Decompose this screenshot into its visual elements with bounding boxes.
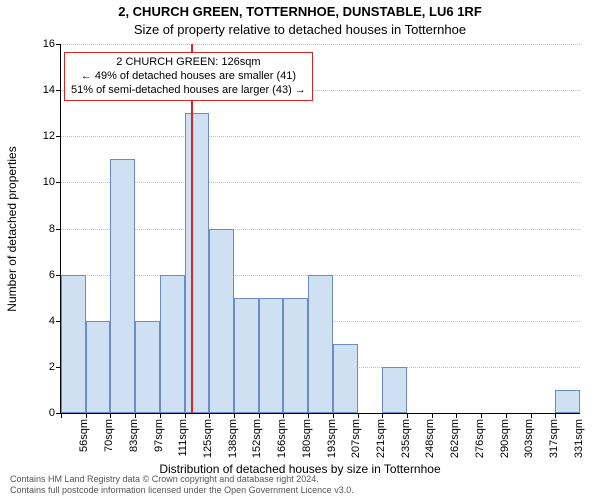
y-tick-label: 6 bbox=[49, 269, 55, 281]
x-tick-mark bbox=[481, 413, 482, 418]
gridline bbox=[61, 136, 580, 137]
annotation-line: 51% of semi-detached houses are larger (… bbox=[71, 84, 306, 98]
x-tick-label: 235sqm bbox=[400, 419, 412, 458]
x-tick-label: 207sqm bbox=[350, 419, 362, 458]
gridline bbox=[61, 229, 580, 230]
y-tick-label: 0 bbox=[49, 407, 55, 419]
x-tick-label: 83sqm bbox=[128, 419, 140, 452]
histogram-bar bbox=[308, 275, 333, 413]
y-axis-label: Number of detached properties bbox=[5, 146, 19, 311]
x-tick-mark bbox=[160, 413, 161, 418]
y-tick-mark bbox=[56, 136, 61, 137]
gridline bbox=[61, 44, 580, 45]
y-tick-label: 4 bbox=[49, 315, 55, 327]
histogram-bar bbox=[135, 321, 160, 413]
histogram-bar bbox=[160, 275, 185, 413]
histogram-bar bbox=[382, 367, 407, 413]
y-tick-mark bbox=[56, 182, 61, 183]
histogram-bar bbox=[259, 298, 284, 413]
chart-subtitle: Size of property relative to detached ho… bbox=[0, 22, 600, 37]
x-tick-label: 221sqm bbox=[375, 419, 387, 458]
y-tick-mark bbox=[56, 44, 61, 45]
x-tick-label: 138sqm bbox=[227, 419, 239, 458]
x-tick-mark bbox=[382, 413, 383, 418]
x-tick-label: 276sqm bbox=[474, 419, 486, 458]
annotation-line: ← 49% of detached houses are smaller (41… bbox=[71, 70, 306, 84]
histogram-plot-area: 024681012141656sqm70sqm83sqm97sqm111sqm1… bbox=[60, 44, 580, 414]
x-tick-mark bbox=[135, 413, 136, 418]
x-tick-mark bbox=[61, 413, 62, 418]
footer-line-2: Contains full postcode information licen… bbox=[10, 485, 354, 496]
histogram-bar bbox=[283, 298, 308, 413]
x-tick-label: 111sqm bbox=[177, 419, 189, 457]
x-tick-label: 56sqm bbox=[78, 419, 90, 452]
attribution-footer: Contains HM Land Registry data © Crown c… bbox=[10, 474, 354, 496]
x-tick-mark bbox=[407, 413, 408, 418]
y-tick-label: 16 bbox=[43, 38, 55, 50]
y-tick-label: 2 bbox=[49, 361, 55, 373]
x-tick-mark bbox=[333, 413, 334, 418]
x-tick-label: 331sqm bbox=[573, 419, 585, 458]
x-tick-label: 166sqm bbox=[276, 419, 288, 458]
y-tick-label: 12 bbox=[43, 130, 55, 142]
x-tick-label: 97sqm bbox=[153, 419, 165, 452]
y-tick-mark bbox=[56, 229, 61, 230]
x-tick-mark bbox=[185, 413, 186, 418]
histogram-bar bbox=[185, 113, 210, 413]
x-tick-label: 248sqm bbox=[424, 419, 436, 458]
histogram-bar bbox=[61, 275, 86, 413]
x-tick-mark bbox=[308, 413, 309, 418]
histogram-bar bbox=[110, 159, 135, 413]
y-tick-label: 8 bbox=[49, 223, 55, 235]
footer-line-1: Contains HM Land Registry data © Crown c… bbox=[10, 474, 354, 485]
x-tick-label: 152sqm bbox=[251, 419, 263, 458]
x-tick-mark bbox=[531, 413, 532, 418]
x-tick-label: 70sqm bbox=[103, 419, 115, 452]
annotation-box: 2 CHURCH GREEN: 126sqm← 49% of detached … bbox=[64, 52, 313, 101]
x-tick-label: 180sqm bbox=[301, 419, 313, 458]
x-tick-label: 303sqm bbox=[523, 419, 535, 458]
x-tick-mark bbox=[358, 413, 359, 418]
x-tick-label: 262sqm bbox=[449, 419, 461, 458]
x-tick-mark bbox=[259, 413, 260, 418]
x-tick-mark bbox=[456, 413, 457, 418]
histogram-bar bbox=[234, 298, 259, 413]
histogram-bar bbox=[333, 344, 358, 413]
y-tick-mark bbox=[56, 90, 61, 91]
x-tick-mark bbox=[432, 413, 433, 418]
x-tick-mark bbox=[506, 413, 507, 418]
x-tick-mark bbox=[86, 413, 87, 418]
chart-title-address: 2, CHURCH GREEN, TOTTERNHOE, DUNSTABLE, … bbox=[0, 4, 600, 19]
x-tick-mark bbox=[110, 413, 111, 418]
x-tick-mark bbox=[555, 413, 556, 418]
x-tick-label: 317sqm bbox=[548, 419, 560, 458]
gridline bbox=[61, 182, 580, 183]
histogram-bar bbox=[86, 321, 111, 413]
annotation-line: 2 CHURCH GREEN: 126sqm bbox=[71, 56, 306, 70]
x-tick-label: 290sqm bbox=[499, 419, 511, 458]
x-tick-mark bbox=[209, 413, 210, 418]
x-tick-mark bbox=[234, 413, 235, 418]
y-tick-label: 14 bbox=[43, 84, 55, 96]
histogram-bar bbox=[555, 390, 580, 413]
x-tick-label: 125sqm bbox=[202, 419, 214, 458]
x-tick-mark bbox=[283, 413, 284, 418]
y-tick-label: 10 bbox=[43, 176, 55, 188]
histogram-bar bbox=[209, 229, 234, 414]
x-tick-label: 193sqm bbox=[326, 419, 338, 458]
